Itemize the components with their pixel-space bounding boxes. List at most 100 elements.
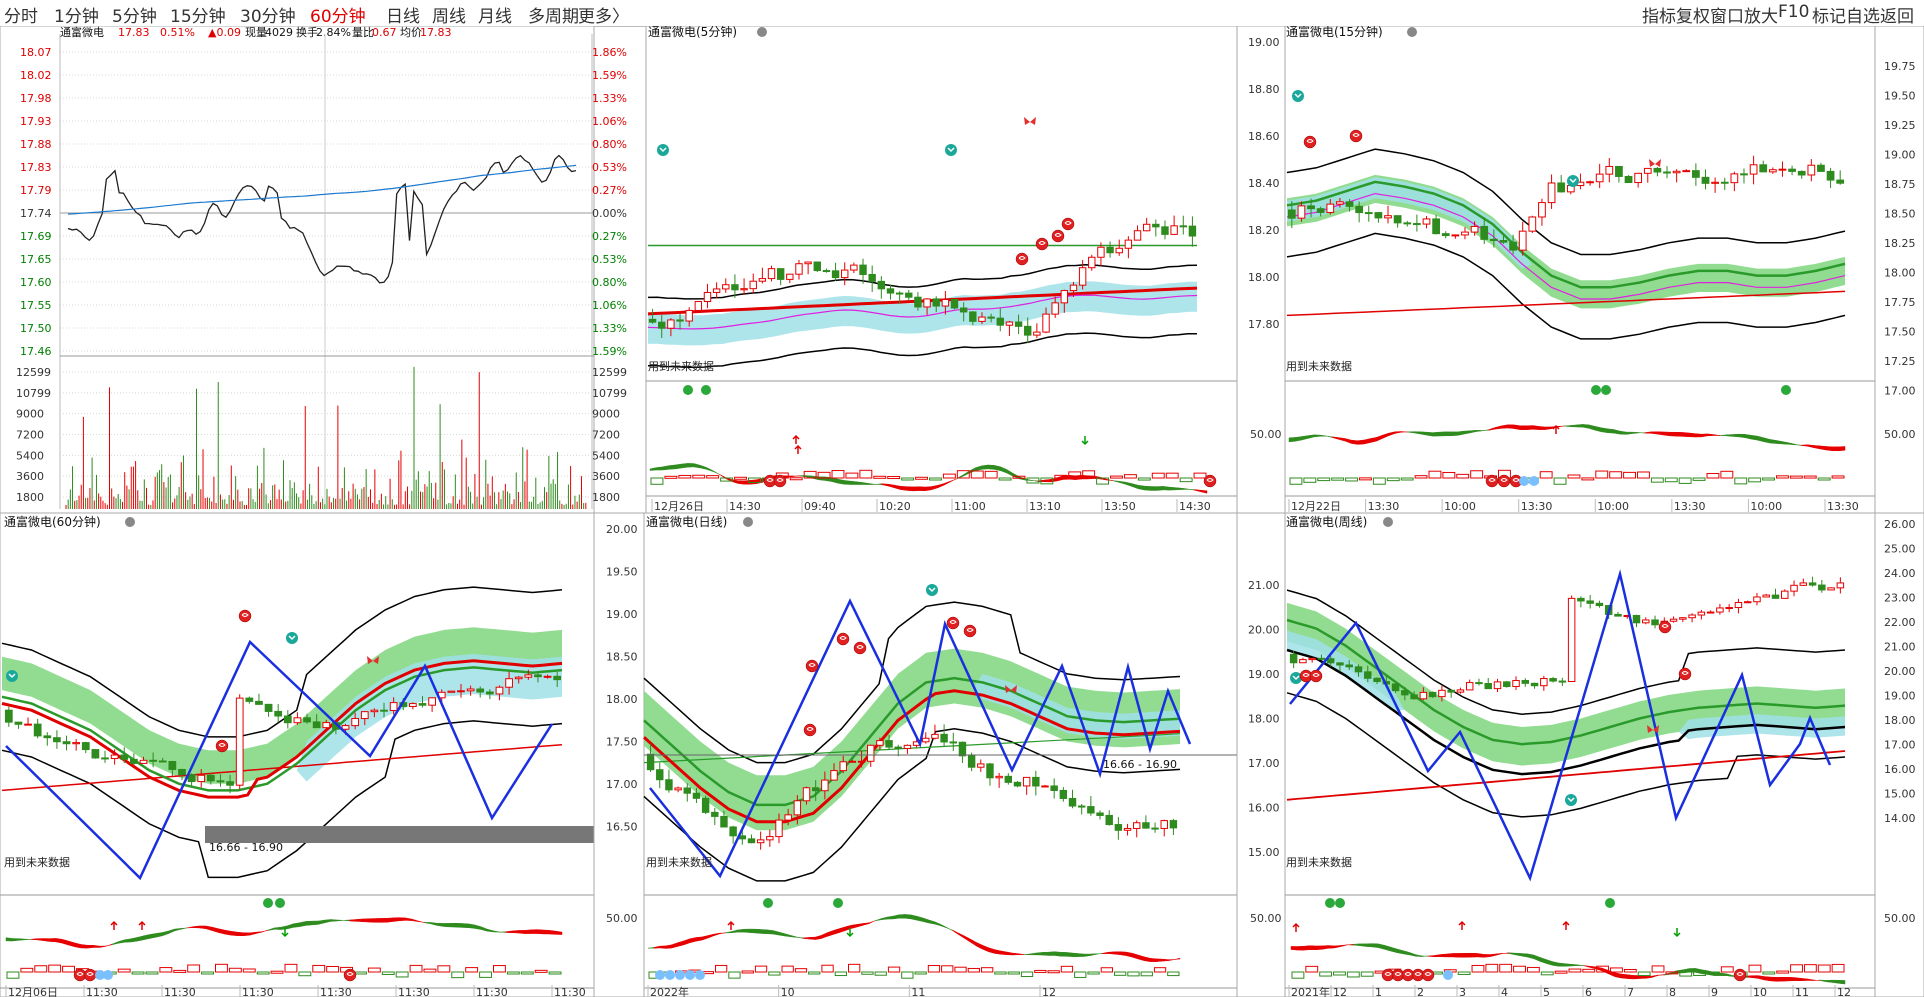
oscillator-segment (449, 922, 457, 928)
pct-axis-label: 1.59% (592, 345, 627, 358)
histogram-bar (1650, 477, 1664, 483)
oscillator-segment (1732, 433, 1740, 438)
badge-glyph (1054, 233, 1062, 237)
histogram-bar (664, 475, 678, 479)
histogram-bar (367, 967, 381, 973)
histogram-bar (1414, 475, 1428, 479)
oscillator-segment (555, 930, 563, 935)
butterfly-icon (1649, 159, 1661, 167)
candle-body (859, 264, 867, 275)
toolbar-button[interactable]: 返回 (1880, 7, 1914, 27)
histogram-bar (1693, 971, 1707, 976)
oscillator-segment (443, 923, 450, 928)
butterfly-icon (683, 385, 693, 395)
histogram-bar (1068, 471, 1082, 479)
candle-body (1521, 680, 1530, 684)
period-tab[interactable]: 更多〉 (578, 7, 629, 27)
settings-dropdown-icon[interactable] (125, 517, 135, 527)
time-axis-label: 3 (1459, 986, 1466, 997)
signal-badge (1325, 898, 1335, 908)
oscillator-segment (1315, 945, 1323, 951)
price-axis-label: 26.00 (1884, 518, 1916, 531)
candle-body (1642, 619, 1650, 624)
histogram-bar (493, 965, 506, 973)
toolbar-button[interactable]: 复权 (1676, 7, 1710, 27)
oscillator-segment (1638, 432, 1646, 434)
period-tab[interactable]: 60分钟 (310, 7, 366, 27)
ma-short-magenta (647, 294, 1198, 330)
histogram-bar (1456, 473, 1470, 479)
histogram (6, 963, 562, 979)
pct-axis-label: 0.27% (592, 184, 627, 197)
candle-body (959, 307, 968, 313)
toolbar-button[interactable]: 窗口 (1710, 7, 1744, 27)
time-axis-label: 11:30 (164, 986, 196, 997)
period-tab[interactable]: 1分钟 (54, 7, 99, 27)
period-tab[interactable]: 日线 (386, 7, 420, 27)
settings-dropdown-icon[interactable] (1407, 27, 1417, 37)
toolbar-button[interactable]: 指标 (1642, 7, 1676, 27)
average-price-line (67, 164, 577, 215)
period-tab[interactable]: 30分钟 (240, 7, 296, 27)
settings-dropdown-icon[interactable] (1383, 517, 1393, 527)
butterfly-icon (1325, 898, 1335, 908)
candle-body (264, 703, 273, 712)
candle-body (1586, 600, 1594, 604)
candle-body (14, 721, 23, 725)
toolbar-button[interactable]: 标记 (1812, 7, 1846, 27)
candle-body (274, 710, 283, 717)
oscillator-segment (374, 918, 382, 923)
histogram-bar (1303, 477, 1317, 483)
histogram-bar (706, 475, 720, 479)
period-tab[interactable]: 月线 (478, 7, 512, 27)
period-tab[interactable]: 分时 (4, 7, 38, 27)
histogram-bar (1623, 471, 1636, 479)
oscillator-segment (468, 923, 475, 929)
sell-signal-icon (946, 616, 960, 630)
time-axis-label: 11:30 (554, 986, 586, 997)
oscillator-segment (1149, 957, 1157, 962)
settings-dropdown-icon[interactable] (757, 27, 767, 37)
candle-body (322, 722, 331, 729)
toolbar-button[interactable]: 放大 (1744, 7, 1778, 27)
histogram-bar (831, 470, 845, 479)
candle-body (1669, 618, 1678, 622)
histogram-bar (754, 965, 768, 973)
oscillator-segment (912, 486, 920, 492)
price-axis-label: 20.00 (606, 523, 638, 536)
candle-body (1595, 173, 1604, 183)
period-tab[interactable]: 5分钟 (112, 7, 157, 27)
histogram-bar (1470, 470, 1484, 479)
candle-body (534, 674, 542, 678)
settings-dropdown-icon[interactable] (743, 517, 753, 527)
butterfly-shape (1647, 725, 1659, 733)
arrow-head (1292, 922, 1300, 928)
candle-body (1032, 776, 1040, 787)
oscillator-segment (1826, 979, 1833, 983)
badge-glyph (1512, 478, 1520, 482)
oscillator-segment (906, 486, 914, 492)
period-tab[interactable]: 多周期 (528, 7, 579, 27)
histogram-bar (6, 971, 20, 979)
period-tab[interactable]: 15分钟 (170, 7, 226, 27)
candle-body (1428, 691, 1437, 698)
oscillator-segment (1538, 426, 1546, 430)
oscillator-segment (1788, 977, 1796, 982)
butterfly-icon (695, 970, 705, 980)
oscillator-segment (1826, 446, 1833, 452)
oscillator-segment (898, 914, 906, 919)
up-arrow-icon (110, 920, 118, 930)
toolbar-button[interactable]: 自选 (1846, 7, 1880, 27)
oscillator-segment (1054, 951, 1061, 957)
candle-body (1355, 205, 1364, 214)
histogram-bar (1526, 966, 1540, 973)
time-axis-label: 12 (1333, 986, 1347, 997)
period-tab[interactable]: 周线 (432, 7, 466, 27)
oscillator-segment (687, 463, 695, 468)
candle-body (457, 690, 465, 693)
histogram-bar (1096, 477, 1110, 485)
histogram-bar (326, 965, 340, 973)
sell-signal-icon (773, 474, 787, 488)
toolbar-button[interactable]: F10 (1778, 2, 1810, 22)
candle-body (1797, 170, 1806, 176)
